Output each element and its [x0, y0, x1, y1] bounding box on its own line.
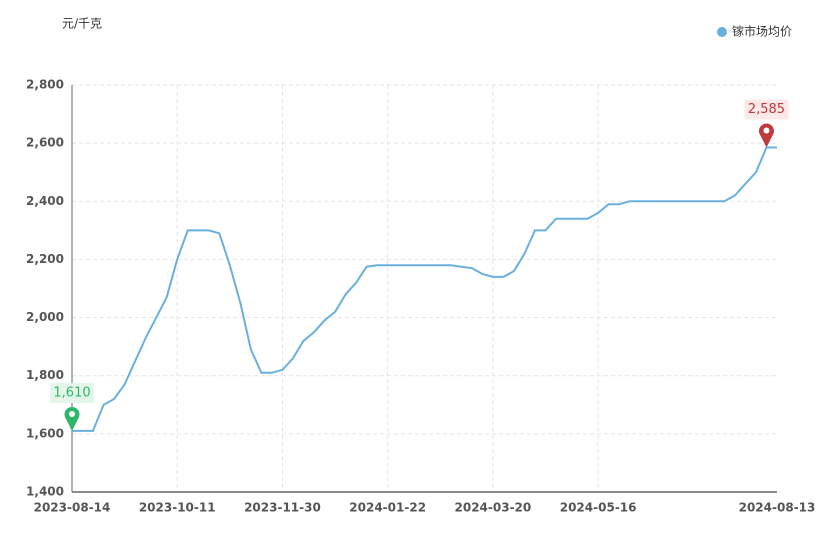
y-axis-label: 元/千克	[62, 17, 102, 31]
marker-label-bg	[744, 99, 789, 120]
y-tick-label: 2,000	[26, 310, 64, 324]
y-tick-label: 1,400	[26, 485, 64, 499]
y-tick-label: 1,600	[26, 426, 64, 440]
marker-dot	[69, 410, 75, 417]
x-tick-label: 2023-10-11	[139, 501, 216, 515]
legend-label: 镓市场均价	[732, 24, 792, 39]
marker-label: 1,610	[53, 385, 90, 400]
x-tick-label: 2024-08-13	[739, 501, 816, 515]
x-tick-label: 2024-01-22	[349, 501, 426, 515]
x-tick-label: 2023-08-14	[34, 501, 111, 515]
marker-label-bg	[50, 382, 94, 403]
y-tick-label: 2,200	[26, 252, 64, 266]
marker-pin	[758, 123, 774, 148]
marker-label: 2,585	[748, 102, 785, 117]
x-tick-label: 2023-11-30	[244, 501, 321, 515]
legend-swatch	[717, 27, 727, 37]
series-line	[72, 146, 777, 432]
marker-dot	[763, 127, 770, 134]
y-tick-label: 2,800	[26, 78, 64, 92]
marker-pin	[64, 406, 80, 431]
x-tick-label: 2024-05-16	[560, 501, 637, 515]
y-tick-label: 1,800	[26, 368, 64, 382]
y-tick-label: 2,600	[26, 136, 64, 150]
y-tick-label: 2,400	[26, 194, 64, 208]
x-tick-label: 2024-03-20	[455, 501, 532, 515]
